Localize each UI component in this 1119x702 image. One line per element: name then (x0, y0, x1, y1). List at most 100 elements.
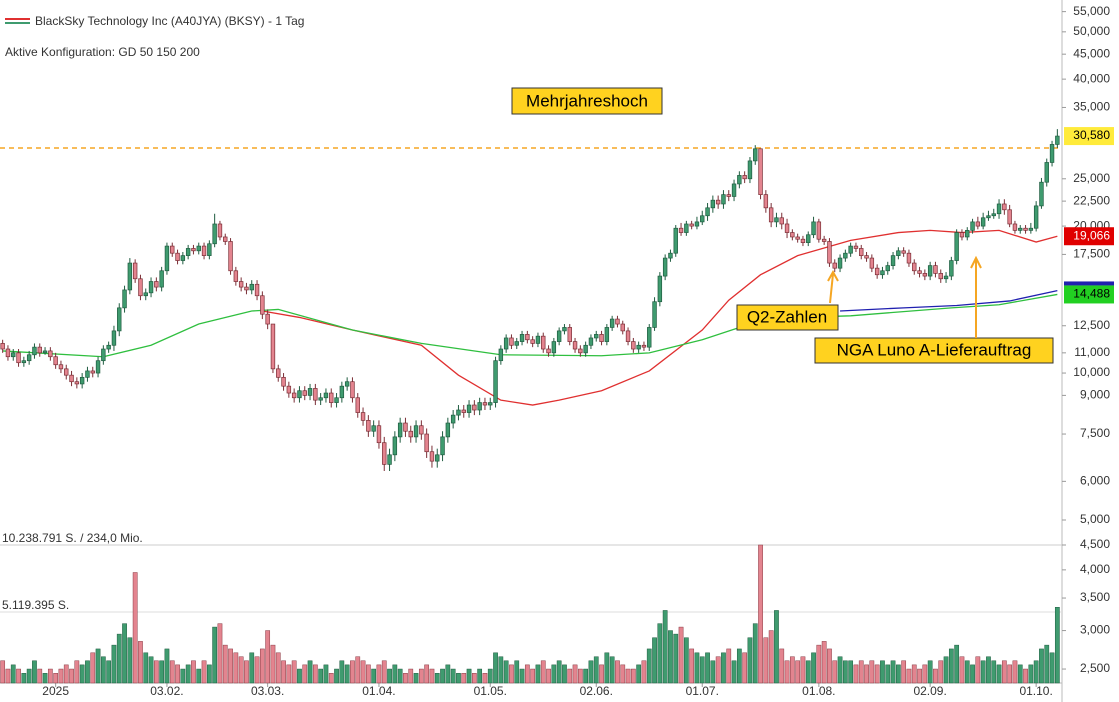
volume-bar (588, 660, 594, 684)
volume-bar (996, 664, 1002, 684)
volume-bar (53, 673, 59, 684)
volume-bar (535, 664, 541, 684)
y-tick-label: 11,000 (1074, 345, 1110, 359)
candle-body (774, 217, 779, 223)
volume-bar (153, 660, 159, 684)
volume-bar (450, 668, 456, 684)
volume-bar (726, 648, 732, 684)
candle-body (185, 248, 191, 256)
candle-body (594, 334, 599, 339)
volume-bar (456, 673, 461, 684)
candle-body (318, 397, 323, 401)
y-tick-label: 50,000 (1073, 24, 1110, 38)
candle-body (853, 245, 859, 249)
volume-bar (524, 664, 530, 684)
candle-body (806, 234, 811, 243)
price-label-box (1064, 285, 1114, 304)
volume-bar (281, 660, 286, 684)
candle-body (260, 295, 265, 315)
volume-bar (880, 660, 885, 684)
candle-body (503, 337, 509, 350)
volume-bar (694, 652, 700, 684)
candle-body (620, 323, 625, 332)
candle-body (541, 335, 546, 350)
volume-bar (662, 610, 668, 684)
candle-body (170, 245, 175, 254)
candle-body (551, 341, 557, 354)
candle-body (276, 368, 281, 378)
candle-body (297, 390, 302, 399)
volume-bar (26, 668, 32, 684)
volume-bar (212, 626, 218, 684)
candle-body (578, 348, 583, 354)
volume-bar (731, 660, 737, 684)
volume-bar (403, 673, 408, 684)
volume-bar (715, 656, 721, 684)
volume-bar (885, 664, 891, 684)
candle-body (95, 360, 101, 374)
volume-bar (238, 656, 244, 684)
candle-body (827, 241, 832, 264)
volume-bar (583, 668, 589, 684)
candle-body (562, 327, 567, 332)
volume-note: 10.238.791 S. / 234,0 Mio. (2, 531, 143, 545)
volume-bar (74, 660, 80, 684)
volume-bar (79, 664, 85, 684)
volume-bar (678, 626, 684, 684)
candle-body (832, 262, 837, 269)
y-tick-label: 3,500 (1080, 590, 1110, 604)
price-label-box (1064, 127, 1114, 146)
volume-bar (122, 623, 127, 684)
annotation-arrow (970, 255, 982, 338)
candle-body (376, 425, 382, 444)
candle-body (1023, 227, 1028, 231)
candle-body (101, 348, 106, 362)
x-tick-label: 2025 (42, 684, 69, 698)
candle-body (599, 334, 604, 342)
volume-bar (959, 656, 965, 684)
volume-bar (816, 644, 822, 684)
volume-bar (938, 660, 944, 684)
candle-body (837, 257, 843, 269)
volume-bar (948, 648, 954, 684)
volume-bar (318, 668, 324, 684)
candle-body (795, 236, 800, 240)
volume-bar (832, 660, 838, 684)
volume-bar (143, 652, 149, 684)
plot: 55,000 50,000 45,000 40,000 35,000 25,000 22,5… (0, 4, 1114, 698)
volume-bar (848, 660, 854, 684)
volume-bar (980, 660, 986, 684)
volume-bar (1023, 668, 1028, 684)
candle-body (53, 356, 58, 366)
volume-bar (307, 660, 313, 684)
volume-bar (964, 660, 970, 684)
candle-body (392, 436, 398, 456)
volume-bar (16, 668, 21, 684)
candle-body (26, 354, 32, 362)
candle-body (763, 194, 769, 209)
volume-bar (530, 668, 536, 684)
candle-body (848, 245, 853, 254)
chart-title: BlackSky Technology Inc (A40JYA) (BKSY) … (35, 14, 304, 28)
volume-bar (604, 652, 610, 684)
candle-body (180, 255, 186, 261)
volume-bar (371, 668, 377, 684)
candle-body (138, 278, 143, 297)
x-tick-label: 01.05. (474, 684, 507, 698)
candle-body (843, 252, 848, 259)
candle-body (906, 252, 912, 264)
candle-body (265, 313, 270, 325)
candle-body (445, 422, 451, 438)
candle-body (684, 223, 689, 233)
volume-bar (689, 648, 695, 684)
volume-bar (683, 637, 689, 684)
volume-bar (917, 668, 922, 684)
candle-body (233, 270, 239, 282)
candle-body (435, 454, 440, 462)
y-tick-label: 3,000 (1080, 623, 1110, 637)
candle-body (604, 327, 610, 342)
candle-body (79, 376, 85, 385)
candle-body (5, 348, 11, 358)
volume-bar (302, 664, 308, 684)
